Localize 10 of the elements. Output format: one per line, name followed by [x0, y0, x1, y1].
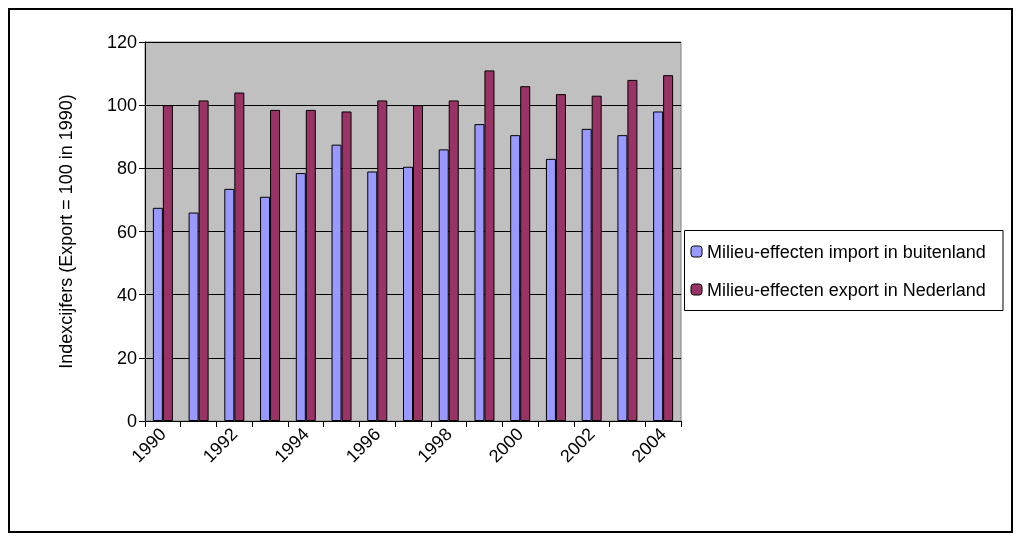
legend-label: Milieu-effecten export in Nederland	[707, 279, 986, 300]
y-tick-label: 60	[116, 221, 137, 242]
y-tick-label: 40	[116, 284, 137, 305]
y-tick-label: 120	[106, 32, 137, 52]
legend-label: Milieu-effecten import in buitenland	[707, 241, 986, 262]
y-tick-label: 20	[116, 347, 137, 368]
y-tick-label: 80	[116, 158, 137, 179]
y-tick-label: 100	[106, 95, 137, 116]
y-tick-label: 0	[126, 411, 137, 431]
y-axis-title: Indexcijfers (Export = 100 in 1990)	[56, 94, 76, 369]
